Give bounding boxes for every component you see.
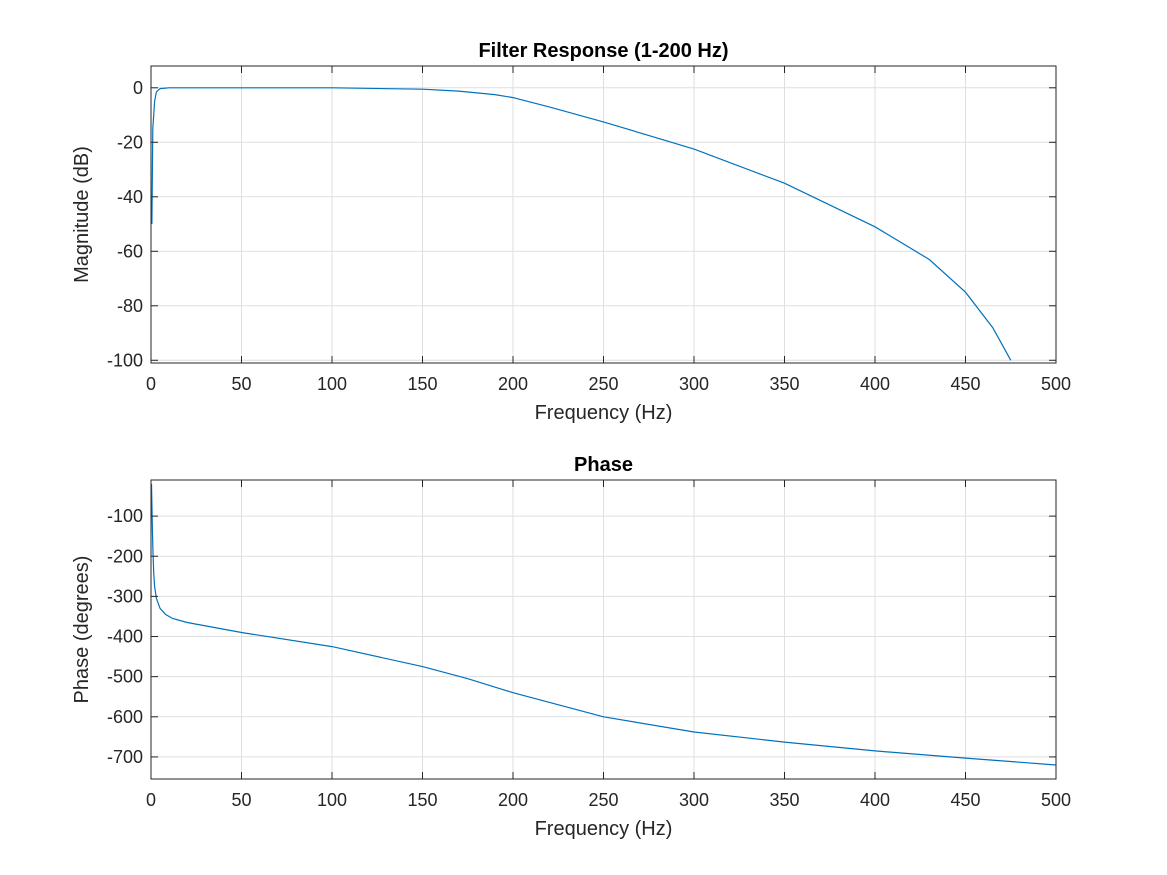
magnitude-y-tick-label: -80 <box>117 296 143 316</box>
phase-y-tick-label: -100 <box>107 506 143 526</box>
magnitude-x-tick-label: 400 <box>860 374 890 394</box>
phase-x-tick-label: 250 <box>588 790 618 810</box>
phase-y-tick-label: -500 <box>107 667 143 687</box>
magnitude-x-tick-label: 300 <box>679 374 709 394</box>
magnitude-axes: 0 50 100 150 200 250 300 350 400 450 500 0 -20 -40 -60… <box>71 40 1071 424</box>
magnitude-x-tick-label: 150 <box>407 374 437 394</box>
phase-y-tick-label: -300 <box>107 586 143 606</box>
phase-title: Phase <box>574 454 633 476</box>
magnitude-x-tick-label: 200 <box>498 374 528 394</box>
phase-y-tick-label: -400 <box>107 627 143 647</box>
magnitude-series-line <box>151 87 1012 361</box>
magnitude-x-axis-label: Frequency (Hz) <box>535 402 673 424</box>
phase-x-axis-label: Frequency (Hz) <box>535 818 673 840</box>
magnitude-y-tick-label: -100 <box>107 350 143 370</box>
magnitude-title: Filter Response (1-200 Hz) <box>478 40 728 62</box>
phase-y-axis-label: Phase (degrees) <box>71 556 93 704</box>
magnitude-x-tick-label: 350 <box>769 374 799 394</box>
phase-x-tick-label: 50 <box>231 790 251 810</box>
phase-y-tick-label: -700 <box>107 747 143 767</box>
magnitude-x-tick-label: 450 <box>950 374 980 394</box>
magnitude-x-tick-label: 0 <box>146 374 156 394</box>
magnitude-x-tick-label: 250 <box>588 374 618 394</box>
phase-x-tick-label: 450 <box>950 790 980 810</box>
phase-axes: 0 50 100 150 200 250 300 350 400 450 500 -100 -200 -3… <box>71 454 1071 840</box>
phase-x-tick-label: 300 <box>679 790 709 810</box>
magnitude-y-tick-label: 0 <box>133 78 143 98</box>
phase-x-tick-label: 400 <box>860 790 890 810</box>
phase-series-line <box>150 483 1057 766</box>
phase-x-tick-label: 500 <box>1041 790 1071 810</box>
magnitude-y-tick-label: -60 <box>117 241 143 261</box>
magnitude-y-tick-label: -40 <box>117 187 143 207</box>
magnitude-x-tick-label: 500 <box>1041 374 1071 394</box>
phase-x-tick-label: 0 <box>146 790 156 810</box>
phase-x-tick-label: 350 <box>769 790 799 810</box>
phase-y-tick-label: -200 <box>107 546 143 566</box>
magnitude-x-tick-label: 100 <box>317 374 347 394</box>
magnitude-x-tick-label: 50 <box>231 374 251 394</box>
magnitude-y-axis-label: Magnitude (dB) <box>71 146 93 283</box>
phase-y-tick-label: -600 <box>107 707 143 727</box>
phase-x-tick-label: 150 <box>407 790 437 810</box>
phase-x-tick-label: 200 <box>498 790 528 810</box>
phase-x-tick-label: 100 <box>317 790 347 810</box>
magnitude-y-tick-label: -20 <box>117 132 143 152</box>
